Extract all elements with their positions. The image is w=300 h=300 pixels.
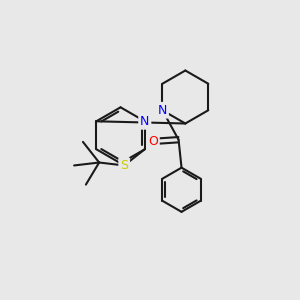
Text: S: S bbox=[120, 159, 128, 172]
Text: O: O bbox=[148, 135, 158, 148]
Text: N: N bbox=[158, 104, 167, 117]
Text: N: N bbox=[140, 115, 149, 128]
